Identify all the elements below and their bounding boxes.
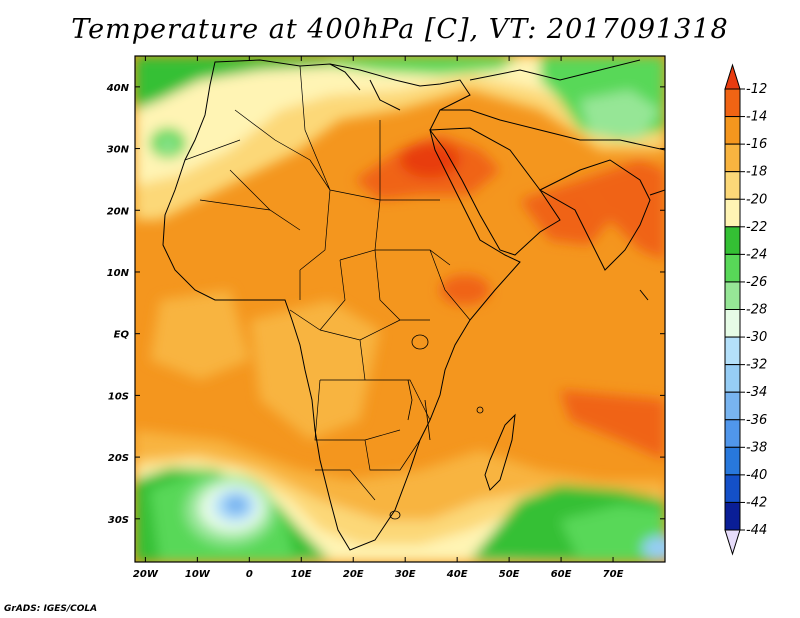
colorbar-swatch [724, 253, 741, 283]
lat-tick-label: 20S [108, 453, 129, 464]
colorbar-label: -36 [746, 413, 767, 428]
colorbar-swatch [724, 364, 741, 393]
lon-tick-label: 50E [499, 569, 520, 580]
colorbar-swatch [724, 391, 741, 421]
country-borders [184, 65, 471, 501]
colorbar-swatch [724, 419, 741, 448]
colorbar-swatch [724, 88, 741, 118]
lat-tick-label: 40N [106, 83, 130, 94]
colorbar-swatch [724, 446, 741, 476]
colorbar-label: -18 [746, 165, 767, 180]
coastlines [162, 59, 665, 551]
lon-tick-label: 10E [291, 569, 312, 580]
axis-ticks: 20W 10W 0 10E 20E 30E 40E 50E 60E 70E 40N 30N 20N 10N… [106, 56, 665, 580]
colorbar-label: -42 [746, 495, 767, 510]
lat-tick-label: 10N [107, 268, 130, 279]
lon-tick-label: 10W [185, 569, 211, 580]
lat-tick-label: 20N [107, 206, 130, 217]
colorbar-label: -38 [746, 440, 767, 455]
credit-text: GrADS: IGES/COLA [4, 604, 98, 614]
colorbar-label: -28 [746, 303, 767, 318]
lon-tick-label: 20W [133, 569, 159, 580]
colorbar-label: -12 [746, 82, 767, 97]
colorbar-swatch [724, 336, 741, 366]
temperature-field [135, 56, 665, 562]
colorbar-swatch [724, 226, 741, 255]
colorbar-label: -44 [746, 523, 767, 538]
colorbar-swatch [724, 171, 741, 200]
lon-tick-label: 0 [246, 569, 253, 580]
lon-tick-label: 60E [551, 569, 572, 580]
lat-tick-label: 10S [108, 391, 129, 402]
lon-tick-label: 20E [343, 569, 364, 580]
colorbar-swatch [724, 474, 741, 503]
lon-tick-label: 70E [603, 569, 624, 580]
colorbar-swatch [724, 198, 741, 228]
lakes [389, 334, 484, 520]
colorbar-label: -20 [746, 192, 767, 207]
colorbar: -12 -14 -16 -18 -20 -22 -24 -26 -28 -30 -32 -34 -36 -… [724, 63, 767, 556]
lat-tick-label: 30N [107, 145, 130, 156]
colorbar-swatch [724, 309, 741, 338]
colorbar-label: -14 [746, 110, 767, 125]
colorbar-label: -16 [746, 137, 767, 152]
lat-tick-label: 30S [108, 515, 129, 526]
colorbar-swatch [724, 63, 741, 90]
colorbar-label: -40 [746, 468, 767, 483]
colorbar-swatch [724, 281, 741, 310]
colorbar-label: -30 [746, 330, 767, 345]
colorbar-swatch [724, 529, 741, 556]
colorbar-label: -26 [746, 275, 767, 290]
colorbar-swatch [724, 116, 741, 145]
colorbar-label: -24 [746, 247, 767, 262]
colorbar-swatch [724, 501, 741, 531]
colorbar-swatch [724, 143, 741, 173]
colorbar-label: -32 [746, 358, 767, 373]
colorbar-label: -34 [746, 385, 767, 400]
lat-tick-label: EQ [114, 330, 130, 341]
map-title: Temperature at 400hPa [C], VT: 201709131… [71, 14, 729, 45]
lon-tick-label: 30E [395, 569, 416, 580]
map-frame [134, 55, 666, 563]
lon-tick-label: 40E [446, 569, 468, 580]
colorbar-label: -22 [746, 220, 767, 235]
